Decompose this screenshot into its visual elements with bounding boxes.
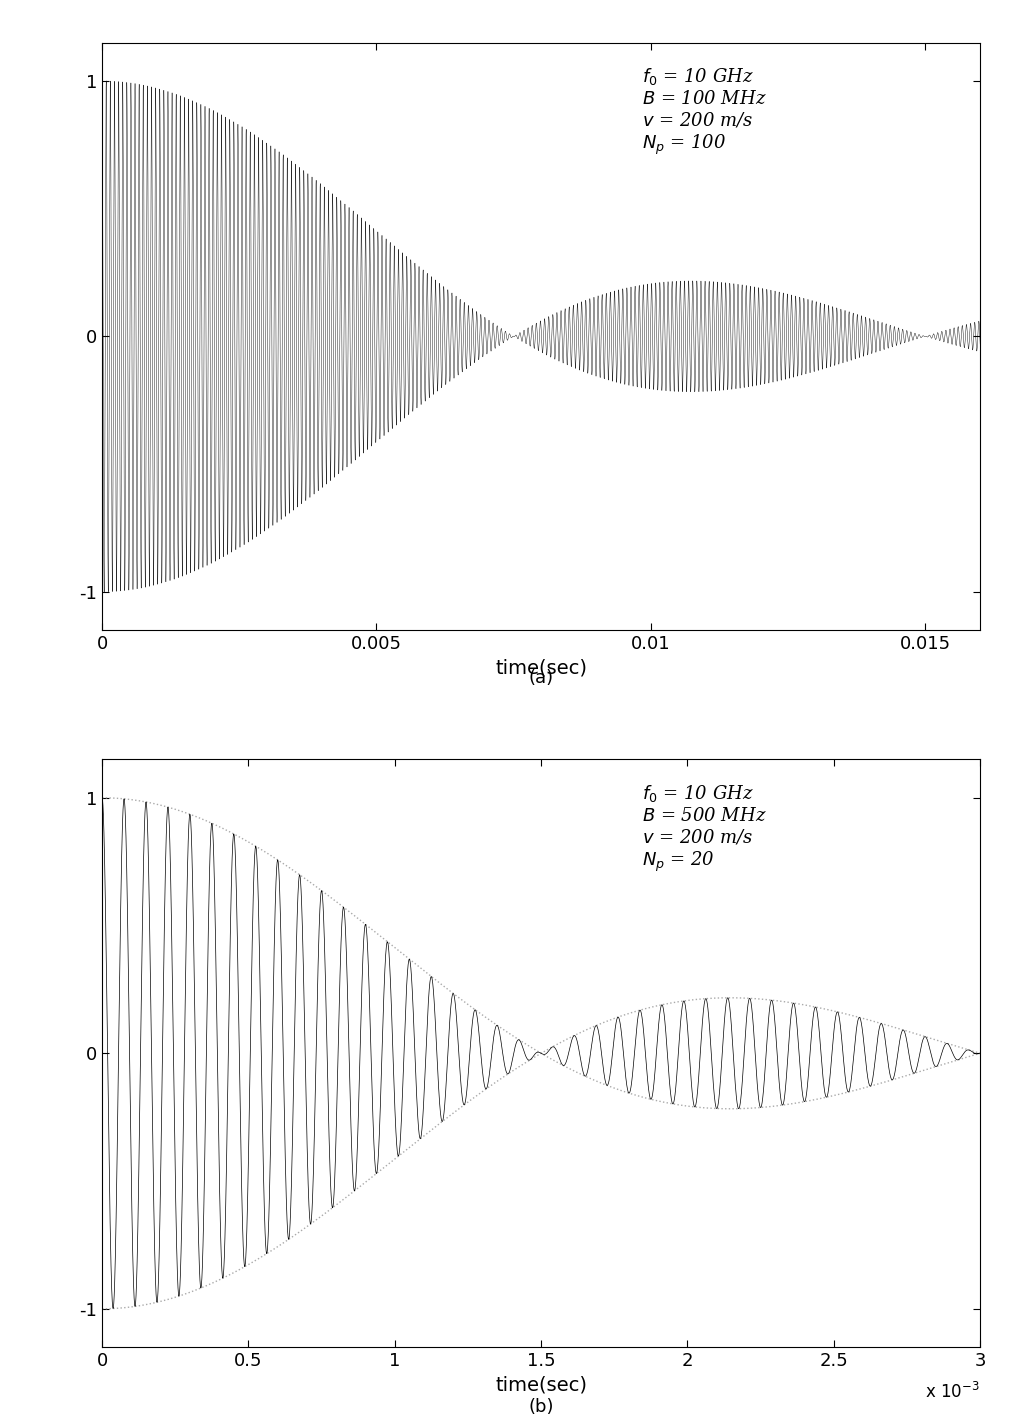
Text: $f_0$ = 10 GHz
$B$ = 500 MHz
$v$ = 200 m/s
$N_p$ = 20: $f_0$ = 10 GHz $B$ = 500 MHz $v$ = 200 m… — [642, 783, 767, 875]
Text: x 10$^{-3}$: x 10$^{-3}$ — [925, 1383, 980, 1402]
X-axis label: time(sec): time(sec) — [495, 1375, 587, 1394]
Text: (a): (a) — [529, 669, 553, 688]
X-axis label: time(sec): time(sec) — [495, 658, 587, 678]
Text: $f_0$ = 10 GHz
$B$ = 100 MHz
$v$ = 200 m/s
$N_p$ = 100: $f_0$ = 10 GHz $B$ = 100 MHz $v$ = 200 m… — [642, 67, 767, 157]
Text: (b): (b) — [529, 1398, 553, 1415]
